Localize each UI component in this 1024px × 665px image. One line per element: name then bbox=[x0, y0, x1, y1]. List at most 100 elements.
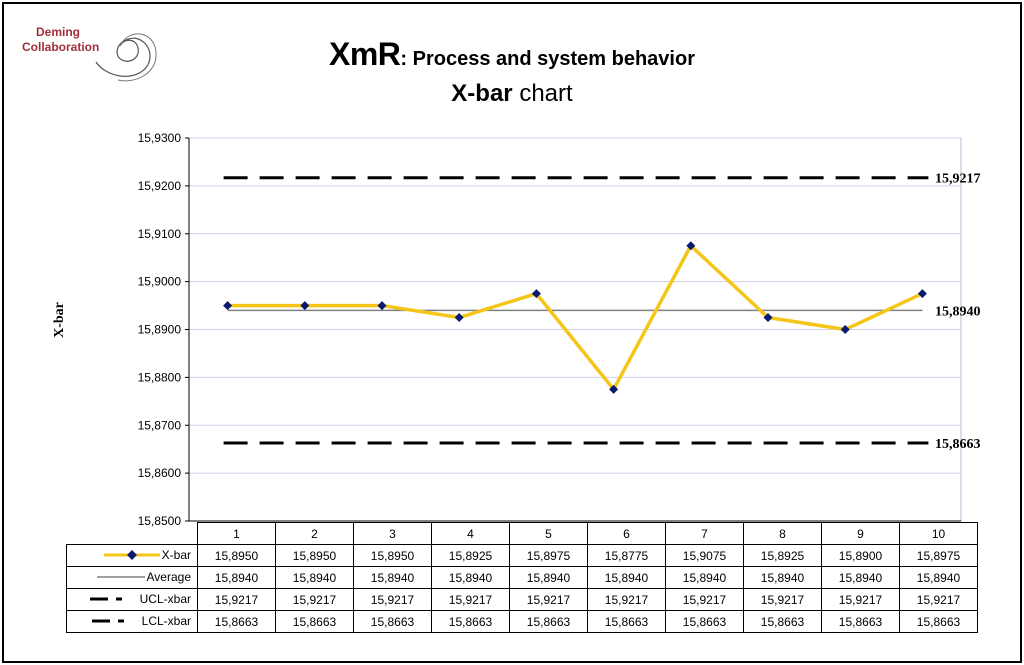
xbar-point-marker bbox=[609, 384, 619, 394]
table-value-cell: 15,8925 bbox=[431, 544, 510, 567]
deming-collaboration-logo: Deming Collaboration bbox=[20, 18, 170, 88]
spiral-icon bbox=[95, 33, 157, 82]
data-table: 1 2 3 4 5 6 7 8 9 10 X-bar 15,8950 15,8950 15,8950 15,… bbox=[66, 522, 978, 633]
table-row: UCL-xbar 15,9217 15,9217 15,9217 15,9217 15,9… bbox=[66, 588, 978, 611]
x-category-label: 10 bbox=[899, 522, 978, 545]
xbar-series-line bbox=[227, 243, 924, 392]
legend-entry: LCL-xbar bbox=[66, 610, 198, 633]
table-corner-cell bbox=[66, 522, 198, 545]
xbar-point-marker bbox=[531, 289, 541, 299]
y-tick-label: 15,9100 bbox=[138, 227, 182, 241]
y-axis-label: X-bar bbox=[52, 302, 67, 338]
y-tick-label: 15,9300 bbox=[138, 131, 182, 145]
legend-entry: UCL-xbar bbox=[66, 588, 198, 611]
table-value-cell: 15,8775 bbox=[587, 544, 666, 567]
limit-value-label: 15,8663 bbox=[935, 437, 981, 452]
xbar-point-marker bbox=[917, 289, 927, 299]
title-subtitle: : Process and system behavior bbox=[400, 48, 695, 70]
table-value-cell: 15,8940 bbox=[743, 566, 822, 589]
legend-swatch bbox=[96, 571, 145, 585]
x-category-label: 9 bbox=[821, 522, 900, 545]
table-value-cell: 15,8663 bbox=[587, 610, 666, 633]
xbar-point-marker bbox=[686, 241, 696, 251]
table-value-cell: 15,8663 bbox=[431, 610, 510, 633]
logo-line-2: Collaboration bbox=[22, 40, 100, 54]
table-value-cell: 15,8663 bbox=[665, 610, 744, 633]
legend-label: LCL-xbar bbox=[141, 614, 191, 629]
y-tick-label: 15,8900 bbox=[138, 323, 182, 337]
table-value-cell: 15,8950 bbox=[353, 544, 432, 567]
table-value-cell: 15,9075 bbox=[665, 544, 744, 567]
xbar-point-marker bbox=[223, 301, 233, 311]
limit-value-label: 15,8940 bbox=[935, 304, 981, 319]
table-row: LCL-xbar 15,8663 15,8663 15,8663 15,8663 15,8… bbox=[66, 610, 978, 633]
xbar-point-marker bbox=[377, 301, 387, 311]
table-value-cell: 15,8950 bbox=[197, 544, 276, 567]
table-value-cell: 15,9217 bbox=[821, 588, 900, 611]
table-value-cell: 15,9217 bbox=[197, 588, 276, 611]
table-value-cell: 15,8940 bbox=[197, 566, 276, 589]
y-tick-label: 15,8700 bbox=[138, 418, 182, 432]
table-value-cell: 15,8663 bbox=[197, 610, 276, 633]
chart-name-rest: chart bbox=[512, 80, 573, 107]
x-category-label: 1 bbox=[197, 522, 276, 545]
legend-label: UCL-xbar bbox=[139, 592, 191, 607]
legend-swatch bbox=[103, 549, 160, 563]
table-value-cell: 15,8940 bbox=[821, 566, 900, 589]
table-value-cell: 15,8663 bbox=[899, 610, 978, 633]
xbar-point-marker bbox=[840, 325, 850, 334]
table-value-cell: 15,9217 bbox=[509, 588, 588, 611]
table-value-cell: 15,8900 bbox=[821, 544, 900, 567]
x-category-label: 2 bbox=[275, 522, 354, 545]
y-tick-label: 15,8600 bbox=[138, 466, 182, 480]
table-value-cell: 15,8663 bbox=[821, 610, 900, 633]
y-tick-label: 15,9000 bbox=[138, 275, 182, 289]
x-category-label: 3 bbox=[353, 522, 432, 545]
xbar-point-marker bbox=[300, 301, 310, 311]
title-main: XmR bbox=[329, 36, 401, 72]
table-value-cell: 15,9217 bbox=[899, 588, 978, 611]
table-value-cell: 15,9217 bbox=[743, 588, 822, 611]
x-category-label: 4 bbox=[431, 522, 510, 545]
table-value-cell: 15,8940 bbox=[899, 566, 978, 589]
table-value-cell: 15,8975 bbox=[509, 544, 588, 567]
legend-label: Average bbox=[146, 570, 191, 585]
table-value-cell: 15,8940 bbox=[275, 566, 354, 589]
legend-entry: X-bar bbox=[66, 544, 198, 567]
x-category-label: 5 bbox=[509, 522, 588, 545]
table-value-cell: 15,8663 bbox=[743, 610, 822, 633]
table-row: Average 15,8940 15,8940 15,8940 15,8940 15,89… bbox=[66, 566, 978, 589]
legend-swatch bbox=[89, 593, 138, 607]
x-category-label: 7 bbox=[665, 522, 744, 545]
limit-value-label: 15,9217 bbox=[935, 172, 981, 187]
y-tick-label: 15,9200 bbox=[138, 179, 182, 193]
table-value-cell: 15,8940 bbox=[353, 566, 432, 589]
table-value-cell: 15,8940 bbox=[509, 566, 588, 589]
x-category-label: 8 bbox=[743, 522, 822, 545]
table-value-cell: 15,9217 bbox=[665, 588, 744, 611]
table-value-cell: 15,8940 bbox=[587, 566, 666, 589]
legend-swatch bbox=[91, 615, 140, 629]
logo-line-1: Deming bbox=[36, 25, 81, 39]
table-value-cell: 15,8975 bbox=[899, 544, 978, 567]
table-value-cell: 15,9217 bbox=[275, 588, 354, 611]
table-value-cell: 15,8663 bbox=[275, 610, 354, 633]
table-value-cell: 15,9217 bbox=[353, 588, 432, 611]
table-value-cell: 15,8950 bbox=[275, 544, 354, 567]
y-tick-label: 15,8800 bbox=[138, 370, 182, 384]
legend-entry: Average bbox=[66, 566, 198, 589]
table-value-cell: 15,9217 bbox=[587, 588, 666, 611]
table-header-row: 1 2 3 4 5 6 7 8 9 10 bbox=[66, 522, 978, 545]
table-value-cell: 15,8940 bbox=[665, 566, 744, 589]
table-value-cell: 15,8940 bbox=[431, 566, 510, 589]
table-row: X-bar 15,8950 15,8950 15,8950 15,8925 15,8975… bbox=[66, 544, 978, 567]
xbar-point-marker bbox=[454, 313, 464, 323]
chart-title: XmR: Process and system behavior bbox=[0, 36, 1024, 73]
table-value-cell: 15,8663 bbox=[353, 610, 432, 633]
xbar-point-marker bbox=[763, 313, 773, 323]
chart-subtitle: X-bar chart bbox=[0, 80, 1024, 108]
x-category-label: 6 bbox=[587, 522, 666, 545]
chart-name-bold: X-bar bbox=[451, 80, 513, 107]
